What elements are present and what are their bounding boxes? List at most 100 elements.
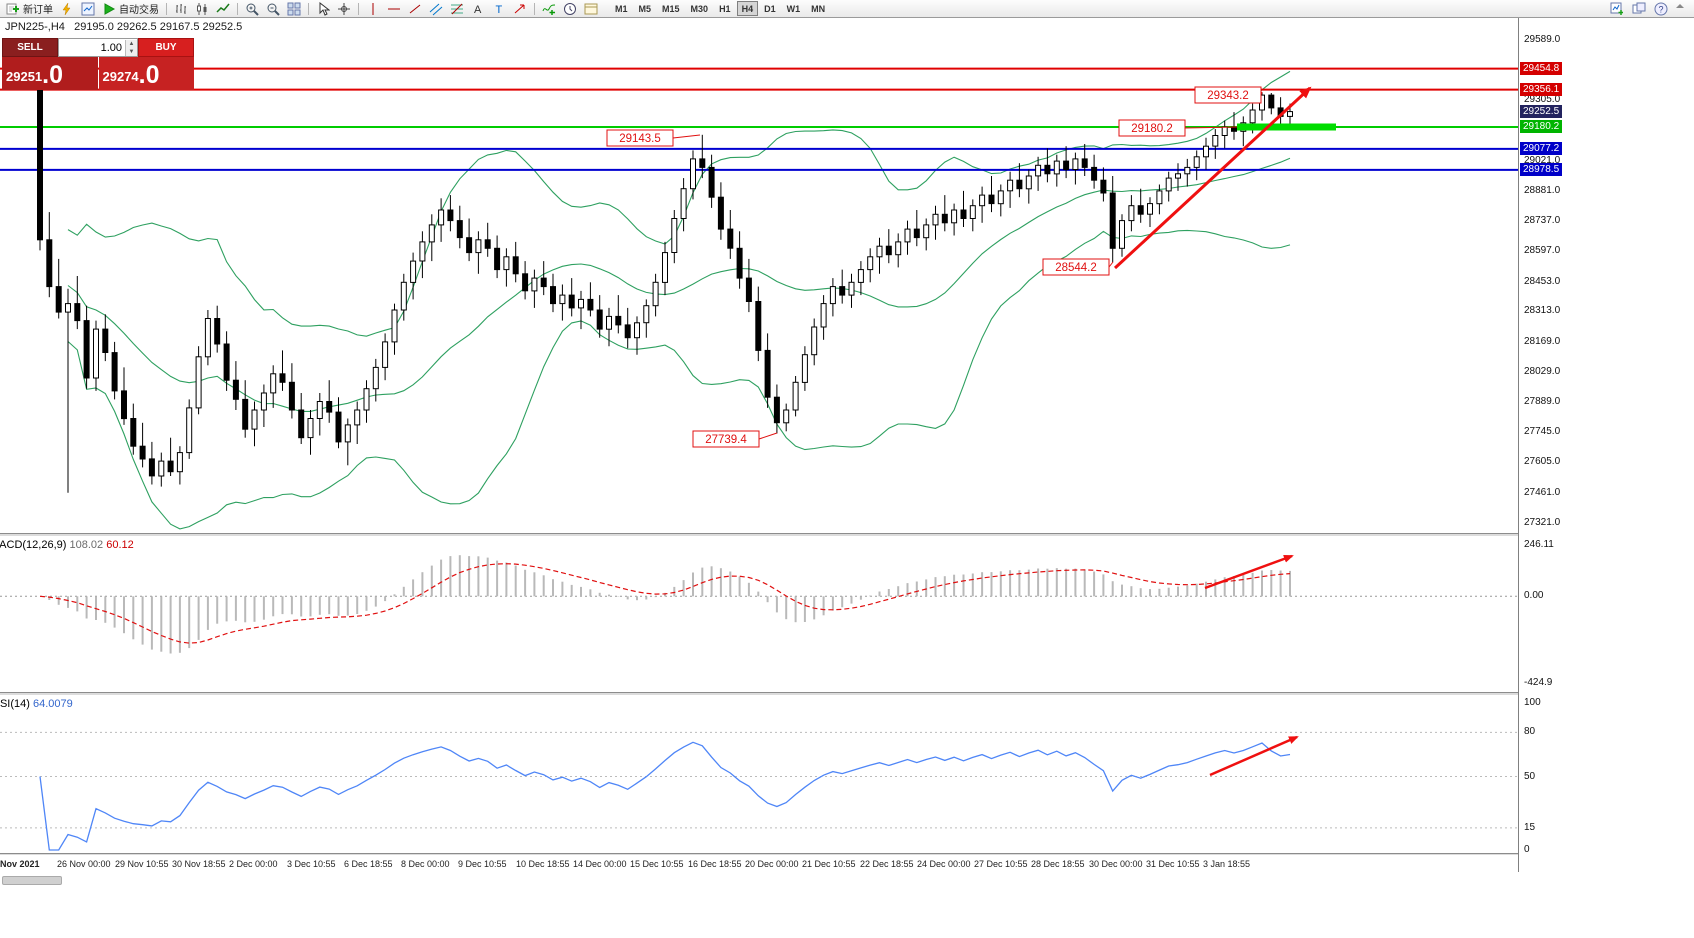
panel-separator[interactable]: [0, 692, 1575, 695]
spinner-up-icon[interactable]: ▲: [126, 39, 137, 48]
zoom-in-button[interactable]: [242, 1, 262, 17]
rsi-label: RSI(14) 64.0079: [0, 698, 73, 710]
toolbar-separator: [166, 2, 167, 15]
autotrade-button[interactable]: 自动交易: [99, 1, 162, 17]
cascade-windows-button[interactable]: [1629, 1, 1649, 17]
crosshair-button[interactable]: [334, 1, 354, 17]
volume-value[interactable]: 1.00: [100, 41, 122, 54]
price-tick-label: 29305.0: [1524, 94, 1561, 105]
timeframe-H1[interactable]: H1: [714, 1, 736, 16]
price-line-label: 29077.2: [1520, 142, 1563, 155]
lightning-icon: [60, 2, 74, 16]
buy-price[interactable]: 29274.0: [98, 57, 194, 90]
time-axis[interactable]: Nov 2021 26 Nov 00:00 29 Nov 10:55 30 Nov 1…: [0, 855, 1518, 872]
macd-axis-label: 246.11: [1524, 539, 1554, 550]
help-button[interactable]: ?: [1651, 1, 1671, 17]
support-zone-rect[interactable]: [1237, 123, 1336, 131]
time-label: 9 Dec 10:55: [458, 859, 507, 869]
price-tick-label: 27745.0: [1524, 426, 1561, 437]
time-label: 24 Dec 00:00: [917, 859, 971, 869]
horizontal-scrollbar-thumb[interactable]: [2, 876, 62, 885]
sell-button[interactable]: SELL: [2, 38, 58, 57]
trend-arrow[interactable]: [1113, 86, 1312, 270]
trendline-tool-button[interactable]: [405, 1, 425, 17]
timeframe-M1[interactable]: M1: [610, 1, 633, 16]
candlestick-chart-button[interactable]: [192, 1, 212, 17]
periods-button[interactable]: [560, 1, 580, 17]
panel-separator[interactable]: [0, 533, 1575, 536]
spinner-down-icon[interactable]: ▼: [126, 47, 137, 56]
price-annotation-text: 29343.2: [1207, 90, 1249, 102]
price-annotation-box[interactable]: [1194, 86, 1262, 104]
tile-windows-button[interactable]: [284, 1, 304, 17]
time-label: 26 Nov 00:00: [57, 859, 111, 869]
macd-label: MACD(12,26,9) 108.02 60.12: [0, 539, 134, 551]
cursor-icon: [316, 1, 331, 16]
price-annotation-box[interactable]: [1042, 258, 1110, 276]
play-icon: [102, 2, 116, 16]
bar-chart-button[interactable]: [171, 1, 191, 17]
new-order-icon: [6, 2, 20, 16]
annotation-leader: [672, 134, 701, 139]
line-chart-button[interactable]: [213, 1, 233, 17]
buy-button[interactable]: BUY: [138, 38, 194, 57]
sell-price-frac: .0: [42, 61, 64, 89]
time-label: 27 Dec 10:55: [974, 859, 1028, 869]
market-watch-button[interactable]: [78, 1, 98, 17]
timeframe-M15[interactable]: M15: [657, 1, 685, 16]
one-click-trading-widget: SELL 1.00 ▲ ▼ BUY 29251.0 29274.0: [2, 38, 194, 90]
svg-text:A: A: [474, 4, 482, 16]
macd-panel[interactable]: [0, 536, 1518, 692]
tile-windows-icon: [287, 2, 301, 16]
price-annotation-text: 29143.5: [619, 133, 661, 145]
time-label: Nov 2021: [0, 859, 40, 869]
indicators-button[interactable]: [539, 1, 559, 17]
label-icon: T: [492, 2, 506, 16]
scroll-up-icon[interactable]: [1673, 0, 1687, 18]
time-label: 30 Dec 00:00: [1089, 859, 1143, 869]
text-tool-button[interactable]: A: [468, 1, 488, 17]
rsi-panel[interactable]: [0, 695, 1518, 853]
rsi-axis-label: 100: [1524, 697, 1541, 708]
timeframe-H4[interactable]: H4: [736, 1, 759, 16]
panel-separator: [0, 853, 1575, 856]
arrows-tool-button[interactable]: [510, 1, 530, 17]
main-toolbar: 新订单 自动交易 A T M1 M5 M15 M30 H1 H4 D1 W1 MN ?: [0, 0, 1694, 18]
timeframe-M30[interactable]: M30: [686, 1, 714, 16]
timeframe-W1[interactable]: W1: [782, 1, 806, 16]
time-label: 8 Dec 00:00: [401, 859, 450, 869]
symbol-ohlc-info: JPN225-,H4 29195.0 29262.5 29167.5 29252…: [5, 21, 243, 33]
main-chart[interactable]: 29143.5 29343.2 29180.2 28544.2 27739.4: [0, 18, 1518, 533]
cursor-button[interactable]: [313, 1, 333, 17]
horizontal-line-tool-button[interactable]: [384, 1, 404, 17]
channel-tool-button[interactable]: [426, 1, 446, 17]
new-chart-icon: [1610, 2, 1624, 16]
price-tick-label: 29021.0: [1524, 155, 1561, 166]
timeframe-D1[interactable]: D1: [759, 1, 781, 16]
zoom-out-button[interactable]: [263, 1, 283, 17]
bollinger-bands: [67, 70, 1291, 530]
time-label: 22 Dec 18:55: [860, 859, 914, 869]
price-annotation-box[interactable]: [1118, 119, 1186, 137]
price-axis[interactable]: 29589.0 29305.0 29021.0 28881.0 28737.0 28597…: [1518, 18, 1576, 872]
channel-icon: [429, 2, 443, 16]
time-label: 6 Dec 18:55: [344, 859, 393, 869]
vertical-line-tool-button[interactable]: [363, 1, 383, 17]
price-annotation-box[interactable]: [606, 129, 674, 147]
timeframe-MN[interactable]: MN: [806, 1, 830, 16]
label-tool-button[interactable]: T: [489, 1, 509, 17]
new-order-button[interactable]: 新订单: [3, 1, 56, 17]
macd-trend-arrow[interactable]: [1204, 554, 1294, 590]
volume-spinner[interactable]: ▲ ▼: [125, 39, 137, 56]
price-annotation-box[interactable]: [692, 430, 760, 448]
timeframe-M5[interactable]: M5: [634, 1, 657, 16]
expert-advisors-button[interactable]: [57, 1, 77, 17]
sell-price[interactable]: 29251.0: [2, 57, 98, 90]
new-chart-button[interactable]: [1607, 1, 1627, 17]
fibonacci-tool-button[interactable]: [447, 1, 467, 17]
templates-button[interactable]: [581, 1, 601, 17]
price-tick-label: 28737.0: [1524, 215, 1561, 226]
price-tick-label: 29589.0: [1524, 34, 1561, 45]
rsi-trend-arrow[interactable]: [1209, 735, 1299, 777]
volume-field[interactable]: 1.00 ▲ ▼: [58, 38, 138, 57]
